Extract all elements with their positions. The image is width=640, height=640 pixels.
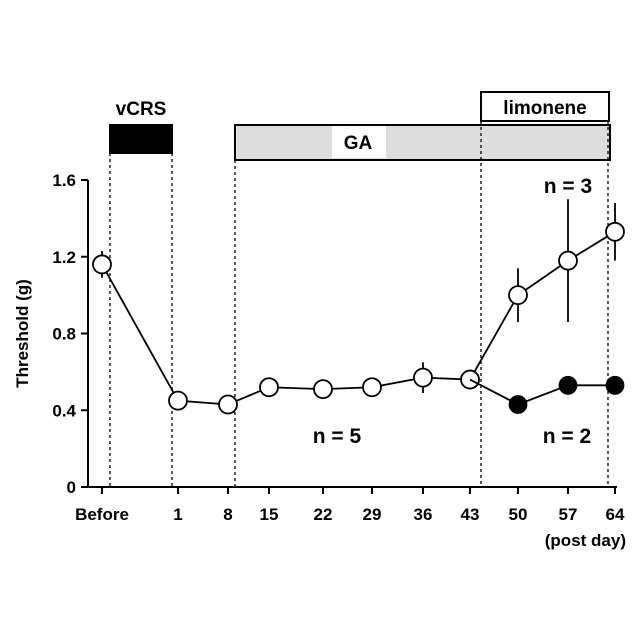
open-data-point xyxy=(605,221,625,242)
x-tick-label: Before xyxy=(75,505,129,524)
open-data-point xyxy=(92,254,112,275)
sample-size-label: n = 3 xyxy=(544,175,592,198)
filled-data-point xyxy=(558,375,578,395)
x-tick-label: 43 xyxy=(461,505,480,524)
open-data-point xyxy=(508,285,528,306)
x-tick-label: 1 xyxy=(173,505,182,524)
treatment-bar-vcrs xyxy=(109,124,173,154)
series-line-1 xyxy=(101,231,616,406)
x-tick-label: 36 xyxy=(414,505,433,524)
sample-size-label: n = 2 xyxy=(543,425,591,448)
filled-data-point xyxy=(508,395,528,414)
open-data-point xyxy=(362,377,382,398)
open-data-point xyxy=(313,379,333,400)
open-data-point xyxy=(259,377,279,398)
treatment-label-background xyxy=(332,126,386,158)
y-tick-label: 0.8 xyxy=(52,325,76,344)
x-tick-label: 64 xyxy=(606,505,625,524)
x-tick-label: 8 xyxy=(223,505,232,524)
open-data-point xyxy=(168,390,188,411)
open-data-point xyxy=(558,250,578,271)
y-axis-title: Threshold (g) xyxy=(13,279,32,388)
y-tick-label: 0.4 xyxy=(52,401,76,420)
x-tick-label: 57 xyxy=(559,505,578,524)
y-tick-label: 0 xyxy=(67,478,76,497)
sample-size-label: n = 5 xyxy=(313,425,362,448)
series-line-2 xyxy=(469,378,615,406)
filled-data-point xyxy=(605,375,625,395)
y-tick-label: 1.2 xyxy=(52,248,76,267)
x-tick-label: 29 xyxy=(363,505,382,524)
x-tick-label: 15 xyxy=(260,505,279,524)
open-data-point xyxy=(218,394,238,415)
treatment-bar-limonene xyxy=(480,91,610,122)
open-data-point xyxy=(413,367,433,388)
treatment-label-vcrs: vCRS xyxy=(116,99,167,120)
x-tick-label: 22 xyxy=(314,505,333,524)
y-tick-label: 1.6 xyxy=(52,171,76,190)
treatment-label-ga: GA xyxy=(344,133,373,154)
x-tick-label: 50 xyxy=(509,505,528,524)
treatment-bar-ga xyxy=(234,124,611,161)
treatment-label-limonene: limonene xyxy=(503,98,586,119)
x-axis-title: (post day) xyxy=(545,531,626,550)
